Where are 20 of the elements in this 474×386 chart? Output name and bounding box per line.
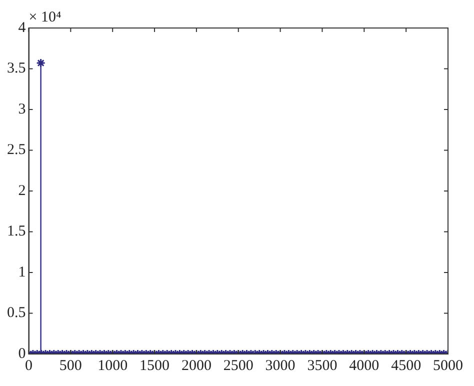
x-tick-label: 2500	[223, 358, 254, 374]
y-tick-label: 3	[18, 101, 26, 118]
x-tick-label: 500	[59, 358, 82, 374]
y-tick-label: 0	[18, 346, 26, 362]
x-tick-label: 3000	[265, 358, 296, 374]
x-tick-label: 2000	[181, 358, 212, 374]
y-tick-label: 3.5	[7, 60, 26, 77]
x-tick-label: 4000	[349, 358, 380, 374]
x-tick-label: 5000	[433, 358, 463, 374]
x-tick-label: 1000	[98, 358, 128, 374]
y-tick-label: 0.5	[7, 305, 26, 322]
x-tick-label: 1500	[140, 358, 170, 374]
y-tick-label: 2.5	[7, 142, 26, 158]
y-tick-label: 4	[18, 20, 26, 36]
y-tick-label: 2	[18, 182, 26, 199]
y-tick-label: 1	[18, 264, 26, 280]
y-tick-label: 1.5	[7, 224, 26, 240]
text: × 10⁴	[28, 9, 62, 26]
x-tick-label: 4500	[391, 358, 422, 374]
x-tick-label: 3500	[307, 358, 338, 374]
